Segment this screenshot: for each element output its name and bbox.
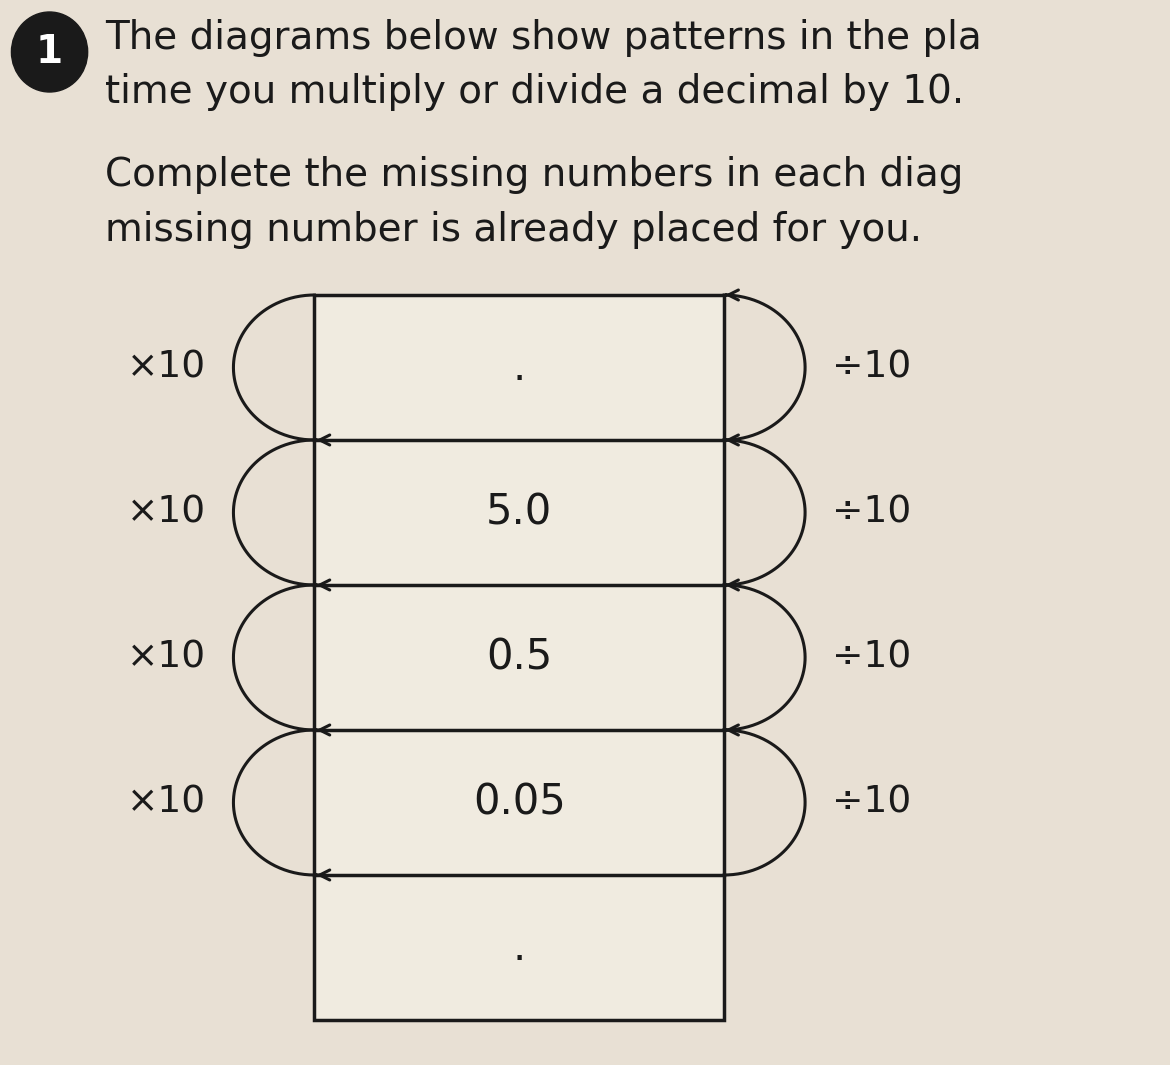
- Text: 0.5: 0.5: [487, 637, 552, 678]
- Text: 0.05: 0.05: [473, 782, 565, 823]
- Text: ÷10: ÷10: [832, 639, 911, 675]
- Text: missing number is already placed for you.: missing number is already placed for you…: [105, 211, 922, 249]
- Text: ×10: ×10: [128, 349, 206, 386]
- Text: ÷10: ÷10: [832, 349, 911, 386]
- Circle shape: [12, 12, 88, 92]
- Text: ×10: ×10: [128, 639, 206, 675]
- Text: .: .: [512, 346, 525, 389]
- Text: The diagrams below show patterns in the pla: The diagrams below show patterns in the …: [105, 19, 982, 58]
- Text: ×10: ×10: [128, 494, 206, 530]
- Text: ÷10: ÷10: [832, 494, 911, 530]
- Bar: [315, 295, 724, 1020]
- Text: 5.0: 5.0: [487, 492, 552, 534]
- Text: Complete the missing numbers in each diag: Complete the missing numbers in each dia…: [105, 155, 963, 194]
- Text: ×10: ×10: [128, 785, 206, 820]
- Text: ÷10: ÷10: [832, 785, 911, 820]
- Text: .: .: [512, 927, 525, 968]
- Text: 1: 1: [36, 33, 63, 71]
- Text: time you multiply or divide a decimal by 10.: time you multiply or divide a decimal by…: [105, 73, 964, 111]
